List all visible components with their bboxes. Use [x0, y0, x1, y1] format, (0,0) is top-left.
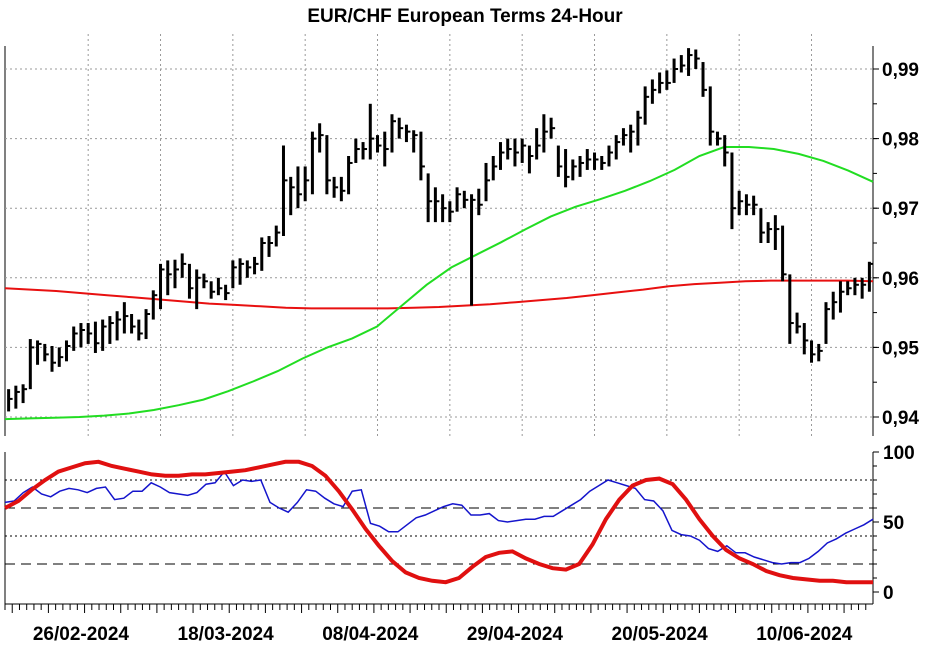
y-tick-label: 0,99 [882, 60, 919, 81]
y-tick-label: 0,95 [882, 338, 919, 359]
y-tick-label: 0,96 [882, 269, 919, 290]
osc-tick-label: 100 [883, 443, 915, 464]
x-tick-label: 26/02-2024 [33, 624, 130, 645]
osc-tick-label: 50 [883, 513, 904, 534]
x-tick-label: 29/04-2024 [467, 624, 564, 645]
osc-slow-line [4, 459, 873, 585]
x-tick-label: 20/05-2024 [612, 624, 709, 645]
ma-short-line [4, 146, 874, 421]
x-tick-label: 10/06-2024 [756, 624, 853, 645]
chart-title: EUR/CHF European Terms 24-Hour [307, 6, 623, 27]
y-tick-label: 0,94 [882, 408, 919, 429]
y-tick-label: 0,97 [882, 199, 919, 220]
x-tick-label: 18/03-2024 [178, 624, 275, 645]
osc-fast-line [4, 470, 874, 565]
osc-tick-label: 0 [883, 583, 894, 604]
y-tick-label: 0,98 [882, 130, 919, 151]
x-tick-label: 08/04-2024 [322, 624, 419, 645]
ma-long-line [4, 279, 874, 310]
